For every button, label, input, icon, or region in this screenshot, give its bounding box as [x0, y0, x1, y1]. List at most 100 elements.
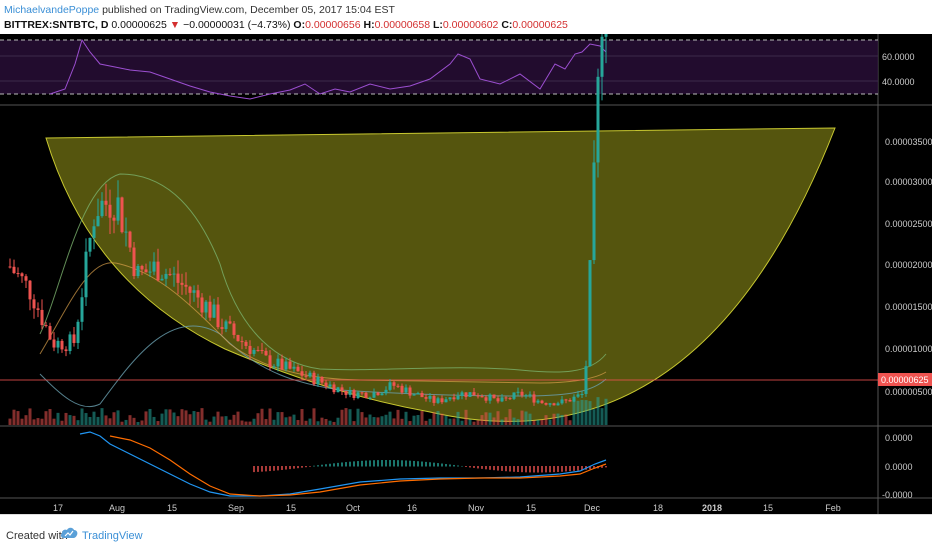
- candle-body[interactable]: [308, 372, 312, 377]
- candle-body[interactable]: [364, 392, 368, 399]
- candle-body[interactable]: [264, 350, 268, 356]
- candle-body[interactable]: [556, 403, 560, 406]
- candle-body[interactable]: [128, 231, 132, 248]
- candle-body[interactable]: [84, 251, 88, 298]
- candle-body[interactable]: [16, 273, 20, 275]
- candle-body[interactable]: [372, 392, 376, 398]
- candle-body[interactable]: [228, 321, 232, 324]
- author-link[interactable]: MichaelvandePoppe: [4, 4, 100, 16]
- candle-body[interactable]: [436, 398, 440, 403]
- candle-body[interactable]: [252, 349, 256, 354]
- candle-body[interactable]: [464, 392, 468, 397]
- candle-body[interactable]: [528, 394, 532, 396]
- macd-pane[interactable]: 0.0000 0.0000 -0.0000: [79, 431, 913, 500]
- candle-body[interactable]: [524, 395, 528, 397]
- candle-body[interactable]: [480, 396, 484, 398]
- candle-body[interactable]: [92, 226, 96, 238]
- candle-body[interactable]: [268, 355, 272, 367]
- candle-body[interactable]: [200, 297, 204, 313]
- candle-body[interactable]: [64, 349, 68, 352]
- rsi-pane[interactable]: 60.0000 40.0000: [0, 38, 915, 100]
- candle-body[interactable]: [500, 397, 504, 402]
- candle-body[interactable]: [188, 286, 192, 293]
- candle-body[interactable]: [180, 282, 184, 285]
- candle-body[interactable]: [456, 395, 460, 400]
- candle-body[interactable]: [260, 349, 264, 351]
- candle-body[interactable]: [400, 385, 404, 393]
- candle-body[interactable]: [352, 390, 356, 398]
- candle-body[interactable]: [324, 382, 328, 387]
- candle-body[interactable]: [576, 394, 580, 397]
- candle-body[interactable]: [212, 304, 216, 318]
- candle-body[interactable]: [320, 377, 324, 383]
- candle-body[interactable]: [552, 403, 556, 406]
- candle-body[interactable]: [304, 375, 308, 377]
- candle-body[interactable]: [484, 397, 488, 401]
- candle-body[interactable]: [152, 261, 156, 272]
- chart-svg[interactable]: 60.0000 40.0000 0.00003500 0.00003000 0.…: [0, 0, 932, 514]
- candle-body[interactable]: [196, 290, 200, 298]
- candle-body[interactable]: [8, 266, 12, 268]
- candle-body[interactable]: [540, 400, 544, 404]
- candle-body[interactable]: [120, 197, 124, 233]
- candle-body[interactable]: [332, 384, 336, 393]
- candle-body[interactable]: [340, 387, 344, 391]
- candle-body[interactable]: [472, 392, 476, 396]
- candle-body[interactable]: [108, 204, 112, 218]
- candle-body[interactable]: [56, 340, 60, 348]
- candle-body[interactable]: [208, 301, 212, 318]
- candle-body[interactable]: [564, 399, 568, 401]
- candle-body[interactable]: [596, 76, 600, 163]
- candle-body[interactable]: [588, 260, 592, 367]
- candle-body[interactable]: [532, 394, 536, 403]
- candle-body[interactable]: [548, 403, 552, 405]
- candle-body[interactable]: [144, 269, 148, 273]
- candle-body[interactable]: [148, 271, 152, 273]
- candle-body[interactable]: [232, 323, 236, 335]
- candle-body[interactable]: [136, 265, 140, 277]
- candle-body[interactable]: [140, 265, 144, 270]
- candlesticks[interactable]: [8, 0, 608, 407]
- cup-pattern-annotation[interactable]: [45, 127, 836, 422]
- candle-body[interactable]: [68, 334, 72, 352]
- candle-body[interactable]: [96, 216, 100, 227]
- candle-body[interactable]: [164, 273, 168, 279]
- candle-body[interactable]: [276, 358, 280, 367]
- candle-body[interactable]: [80, 297, 84, 322]
- candle-body[interactable]: [388, 382, 392, 390]
- tradingview-link[interactable]: TradingView: [82, 530, 143, 542]
- candle-body[interactable]: [432, 396, 436, 403]
- candle-body[interactable]: [224, 321, 228, 329]
- candle-body[interactable]: [508, 398, 512, 400]
- candle-body[interactable]: [240, 341, 244, 343]
- candle-body[interactable]: [280, 358, 284, 370]
- symbol-label[interactable]: BITTREX:SNTBTC, D: [4, 19, 109, 31]
- candle-body[interactable]: [284, 361, 288, 370]
- candle-body[interactable]: [460, 392, 464, 396]
- candle-body[interactable]: [420, 393, 424, 398]
- candle-body[interactable]: [132, 247, 136, 277]
- candle-body[interactable]: [568, 399, 572, 402]
- candle-body[interactable]: [496, 398, 500, 402]
- candle-body[interactable]: [544, 403, 548, 405]
- candle-body[interactable]: [272, 366, 276, 368]
- candle-body[interactable]: [560, 399, 564, 404]
- candle-body[interactable]: [44, 325, 48, 327]
- candle-body[interactable]: [32, 299, 36, 309]
- candle-body[interactable]: [536, 400, 540, 403]
- candle-body[interactable]: [516, 391, 520, 393]
- candle-body[interactable]: [584, 366, 588, 394]
- candle-body[interactable]: [580, 393, 584, 395]
- candle-body[interactable]: [412, 394, 416, 396]
- candle-body[interactable]: [424, 397, 428, 399]
- candle-body[interactable]: [440, 398, 444, 403]
- candle-body[interactable]: [452, 397, 456, 400]
- candle-body[interactable]: [12, 266, 16, 274]
- candle-body[interactable]: [28, 280, 32, 300]
- candle-body[interactable]: [468, 392, 472, 397]
- candle-body[interactable]: [112, 217, 116, 221]
- candle-body[interactable]: [156, 261, 160, 281]
- candle-body[interactable]: [316, 377, 320, 385]
- candle-body[interactable]: [604, 0, 608, 37]
- candle-body[interactable]: [20, 273, 24, 277]
